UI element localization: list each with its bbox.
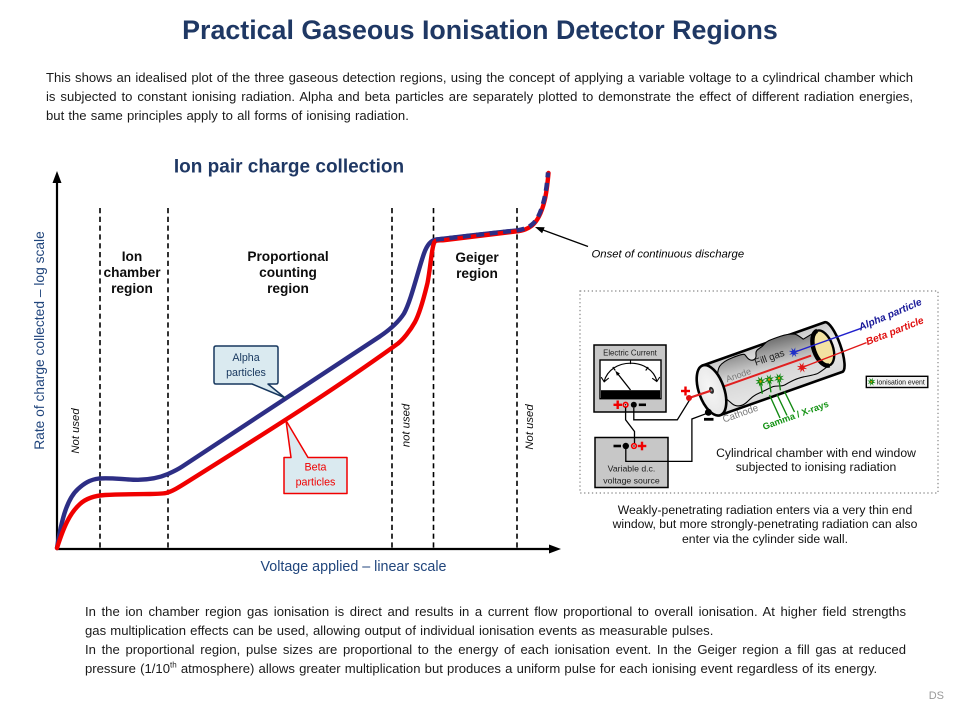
svg-text:Electric Current: Electric Current (603, 349, 658, 358)
svg-text:Geiger: Geiger (455, 250, 499, 265)
svg-text:Cylindrical chamber with end w: Cylindrical chamber with end window (716, 446, 916, 460)
svg-text:region: region (111, 281, 153, 296)
svg-text:Voltage applied – linear scale: Voltage applied – linear scale (261, 559, 447, 575)
svg-text:chamber: chamber (103, 265, 161, 280)
svg-text:Variable d.c.: Variable d.c. (608, 464, 656, 474)
svg-text:particles: particles (296, 477, 336, 489)
svg-text:Ion pair charge collection: Ion pair charge collection (174, 157, 404, 178)
svg-text:not used: not used (401, 403, 413, 447)
svg-text:Ionisation event: Ionisation event (877, 380, 925, 387)
svg-text:subjected to ionising radiatio: subjected to ionising radiation (736, 460, 897, 474)
svg-text:region: region (456, 266, 498, 281)
svg-text:Not used: Not used (524, 404, 536, 450)
svg-text:Proportional: Proportional (247, 249, 328, 264)
svg-text:particles: particles (226, 367, 266, 379)
svg-text:Rate of charge collected – log: Rate of charge collected – log scale (32, 231, 47, 450)
svg-text:Beta: Beta (305, 462, 327, 474)
svg-text:region: region (267, 281, 309, 296)
svg-text:Alpha: Alpha (232, 352, 259, 364)
svg-text:Ion: Ion (122, 249, 143, 264)
svg-text:voltage source: voltage source (603, 476, 660, 486)
svg-text:Not used: Not used (70, 408, 82, 454)
svg-text:counting: counting (259, 265, 317, 280)
svg-text:Onset of continuous discharge: Onset of continuous discharge (592, 249, 745, 261)
svg-text:Gamma / X-rays: Gamma / X-rays (761, 399, 830, 432)
